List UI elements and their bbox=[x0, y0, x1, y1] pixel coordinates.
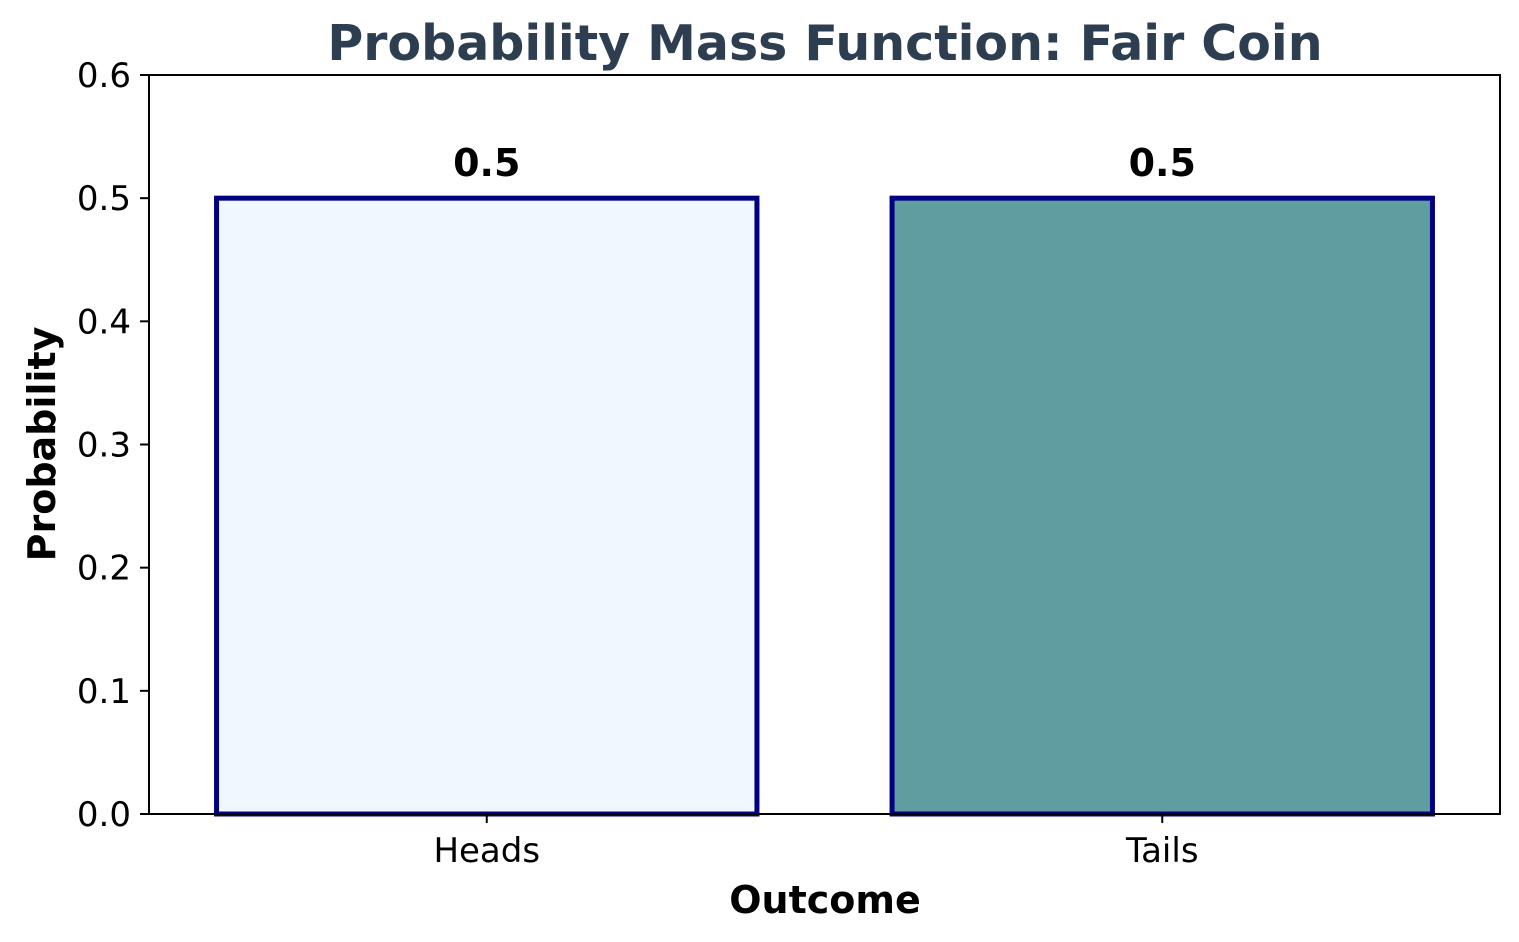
bar-tails bbox=[889, 195, 1435, 817]
y-axis-label: Probability bbox=[20, 326, 64, 561]
bar-heads bbox=[214, 195, 760, 817]
data-labels: 0.5 0.5 bbox=[453, 141, 1196, 185]
chart-title: Probability Mass Function: Fair Coin bbox=[327, 15, 1322, 72]
x-axis-ticks: Heads Tails bbox=[433, 814, 1199, 871]
y-tick-label: 0.3 bbox=[77, 426, 131, 466]
y-tick-label: 0.5 bbox=[77, 179, 131, 219]
bar-series bbox=[214, 195, 1435, 817]
y-tick-label: 0.0 bbox=[77, 795, 131, 835]
y-tick-label: 0.2 bbox=[77, 549, 131, 589]
x-tick-label: Heads bbox=[433, 831, 540, 871]
y-tick-label: 0.6 bbox=[77, 56, 131, 96]
data-label-tails: 0.5 bbox=[1129, 141, 1196, 185]
x-tick-label: Tails bbox=[1125, 831, 1199, 871]
y-tick-label: 0.1 bbox=[77, 672, 131, 712]
y-tick-label: 0.4 bbox=[77, 302, 131, 342]
data-label-heads: 0.5 bbox=[453, 141, 520, 185]
y-axis-ticks: 0.0 0.1 0.2 0.3 0.4 0.5 0.6 bbox=[77, 56, 149, 835]
plot-frame bbox=[148, 74, 1501, 815]
x-axis-label: Outcome bbox=[729, 878, 921, 922]
